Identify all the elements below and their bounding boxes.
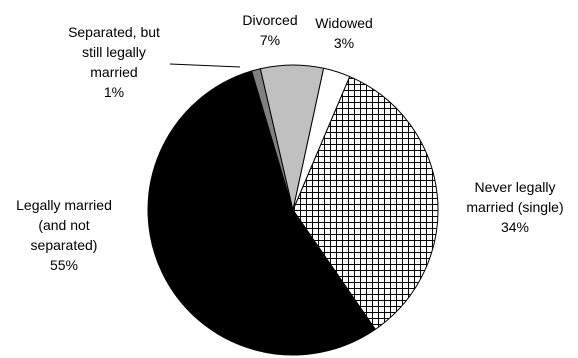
pie-label-divorced: Divorced 7%: [242, 12, 297, 48]
pie-label-line: Never legally: [475, 179, 556, 195]
pie-label-line: Widowed: [315, 15, 373, 31]
pie-label-line: 55%: [50, 257, 78, 273]
pie-label-legally-married: Legally married (and not separated) 55%: [16, 197, 112, 273]
pie-label-line: married: [90, 64, 137, 80]
pie-labels: Never legally married (single) 34% Legally …: [16, 12, 563, 273]
pie-label-line: 1%: [104, 84, 124, 100]
pie-label-line: still legally: [82, 44, 146, 60]
pie-label-line: Legally married: [16, 197, 112, 213]
pie-label-separated: Separated, but still legally married 1%: [68, 24, 160, 100]
pie-label-line: separated): [31, 237, 98, 253]
pie-slices: [147, 64, 439, 356]
pie-label-never-married: Never legally married (single) 34%: [466, 179, 563, 235]
pie-label-line: 7%: [260, 32, 280, 48]
pie-slice-widowed: [292, 67, 351, 211]
pie-leader-lines: [169, 63, 241, 68]
pie-label-line: married (single): [466, 199, 563, 215]
pie-label-line: Divorced: [242, 12, 297, 28]
pie-label-line: (and not: [38, 217, 89, 233]
pie-label-widowed: Widowed 3%: [315, 15, 373, 51]
pie-label-line: 34%: [501, 219, 529, 235]
pie-label-line: Separated, but: [68, 24, 160, 40]
pie-label-line: 3%: [334, 35, 354, 51]
leader-line-separated: [169, 63, 241, 68]
pie-slice-legally-married: [147, 70, 377, 356]
pie-slice-never-married: [292, 75, 439, 331]
